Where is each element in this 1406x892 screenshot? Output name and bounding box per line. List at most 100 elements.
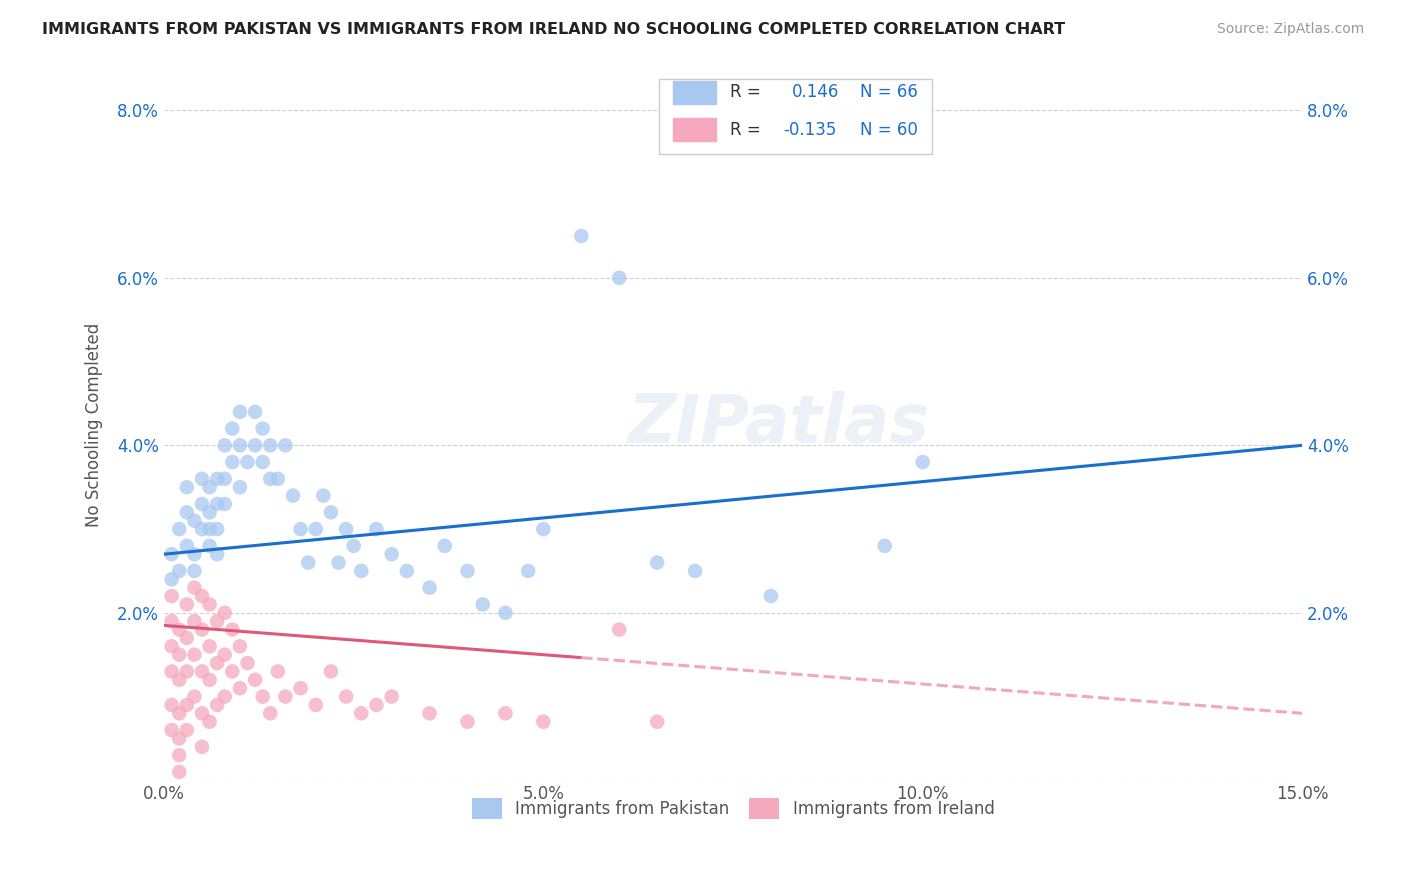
Point [214, 606, 236, 620]
Point [328, 556, 350, 570]
Point [221, 455, 243, 469]
Point [183, 547, 205, 561]
Point [183, 648, 205, 662]
Point [243, 438, 266, 452]
Point [252, 690, 274, 704]
Point [167, 731, 190, 746]
Point [167, 673, 190, 687]
Point [176, 723, 198, 737]
Point [191, 497, 214, 511]
Point [259, 706, 281, 721]
FancyBboxPatch shape [659, 79, 932, 154]
Point [229, 480, 252, 494]
Point [319, 665, 342, 679]
Point [229, 405, 252, 419]
Point [176, 665, 198, 679]
Point [160, 614, 183, 628]
Point [183, 614, 205, 628]
Point [243, 673, 266, 687]
Point [191, 522, 214, 536]
Point [419, 706, 441, 721]
Legend: Immigrants from Pakistan, Immigrants from Ireland: Immigrants from Pakistan, Immigrants fro… [465, 792, 1001, 825]
Point [494, 706, 516, 721]
Point [683, 564, 706, 578]
FancyBboxPatch shape [672, 118, 716, 141]
Point [205, 522, 228, 536]
Point [229, 681, 252, 696]
Point [183, 581, 205, 595]
Point [531, 522, 554, 536]
Point [274, 438, 297, 452]
Point [205, 547, 228, 561]
Text: ZIPatlas: ZIPatlas [627, 392, 929, 458]
Point [305, 522, 328, 536]
Point [160, 665, 183, 679]
Text: N = 60: N = 60 [860, 120, 918, 138]
Point [607, 271, 630, 285]
Point [835, 120, 858, 135]
Point [176, 539, 198, 553]
Point [205, 472, 228, 486]
Point [167, 623, 190, 637]
Point [191, 623, 214, 637]
Point [198, 714, 221, 729]
Point [873, 539, 896, 553]
Point [221, 665, 243, 679]
Point [198, 598, 221, 612]
Point [281, 489, 304, 503]
FancyBboxPatch shape [672, 80, 716, 103]
Point [759, 589, 782, 603]
Point [645, 714, 668, 729]
Point [259, 438, 281, 452]
Point [198, 522, 221, 536]
Point [531, 714, 554, 729]
Point [319, 505, 342, 519]
Point [198, 640, 221, 654]
Point [252, 455, 274, 469]
Point [214, 438, 236, 452]
Point [198, 505, 221, 519]
Point [297, 556, 319, 570]
Point [911, 455, 934, 469]
Point [335, 522, 357, 536]
Point [183, 514, 205, 528]
Point [419, 581, 441, 595]
Point [191, 472, 214, 486]
Point [381, 690, 404, 704]
Text: R =: R = [730, 83, 766, 101]
Point [335, 690, 357, 704]
Point [456, 714, 478, 729]
Point [205, 656, 228, 670]
Point [160, 640, 183, 654]
Point [645, 556, 668, 570]
Point [198, 480, 221, 494]
Point [274, 690, 297, 704]
Point [350, 564, 373, 578]
Point [366, 698, 388, 712]
Point [433, 539, 456, 553]
Point [456, 564, 478, 578]
Point [191, 739, 214, 754]
Text: IMMIGRANTS FROM PAKISTAN VS IMMIGRANTS FROM IRELAND NO SCHOOLING COMPLETED CORRE: IMMIGRANTS FROM PAKISTAN VS IMMIGRANTS F… [42, 22, 1066, 37]
Point [471, 598, 494, 612]
Point [160, 572, 183, 586]
Point [236, 656, 259, 670]
Point [243, 405, 266, 419]
Point [183, 690, 205, 704]
Point [290, 681, 312, 696]
Point [191, 706, 214, 721]
Point [259, 472, 281, 486]
Point [214, 648, 236, 662]
Point [569, 229, 592, 244]
Point [176, 598, 198, 612]
Point [381, 547, 404, 561]
Point [167, 748, 190, 763]
Point [205, 698, 228, 712]
Point [343, 539, 366, 553]
Point [176, 505, 198, 519]
Point [236, 455, 259, 469]
Y-axis label: No Schooling Completed: No Schooling Completed [86, 322, 103, 526]
Point [267, 665, 290, 679]
Point [221, 421, 243, 435]
Text: R =: R = [730, 120, 766, 138]
